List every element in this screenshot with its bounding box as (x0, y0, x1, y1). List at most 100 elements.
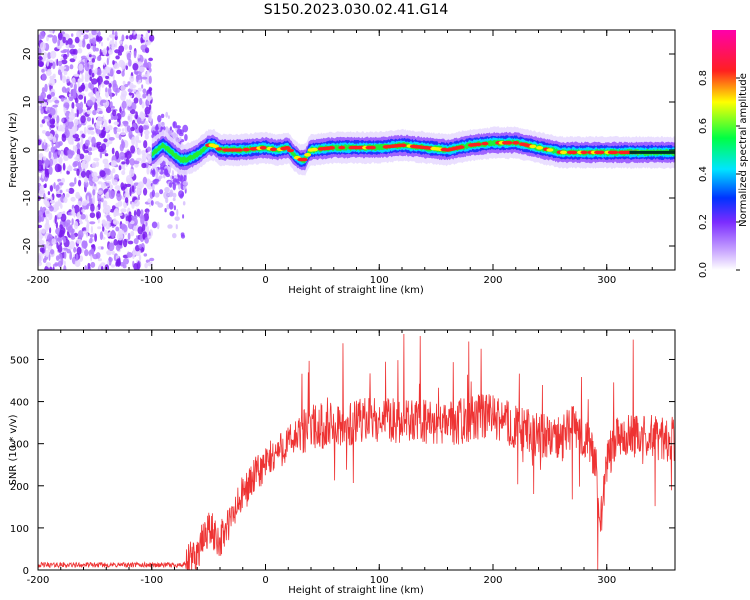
spectrogram-plot-area (38, 30, 675, 270)
noise-speckle (98, 110, 103, 115)
noise-speckle (133, 238, 139, 245)
noise-speckle (169, 182, 173, 188)
noise-speckle (49, 206, 54, 212)
noise-speckle (137, 54, 140, 59)
noise-speckle (160, 165, 164, 170)
noise-speckle (49, 200, 56, 204)
noise-speckle (45, 262, 51, 267)
noise-speckle (140, 209, 144, 216)
noise-speckle (141, 76, 148, 80)
ridge-peak (512, 141, 520, 145)
noise-speckle (120, 93, 126, 101)
noise-speckle (56, 192, 62, 198)
noise-speckle (113, 127, 118, 135)
noise-speckle (91, 78, 98, 85)
noise-speckle (123, 83, 129, 88)
noise-speckle (86, 220, 90, 229)
noise-speckle (126, 52, 131, 61)
noise-speckle (102, 48, 108, 56)
noise-speckle (96, 116, 103, 125)
noise-speckle (41, 119, 46, 124)
noise-speckle (160, 121, 165, 128)
noise-speckle (100, 42, 104, 47)
noise-speckle (60, 213, 67, 222)
snr-y-tick-label: 200 (10, 482, 29, 493)
noise-speckle (66, 170, 70, 175)
noise-speckle (95, 129, 102, 135)
noise-speckle (182, 180, 189, 186)
noise-speckle (50, 249, 55, 255)
noise-speckle (68, 164, 71, 172)
noise-speckle (102, 115, 105, 122)
noise-speckle (86, 99, 94, 107)
noise-speckle (146, 167, 150, 175)
noise-speckle (135, 140, 138, 150)
noise-speckle (47, 68, 52, 72)
noise-speckle (75, 253, 79, 262)
colorbar-label: Normalized spectral amplitude (738, 73, 749, 227)
noise-speckle (132, 215, 138, 220)
noise-speckle (135, 116, 138, 120)
noise-speckle (124, 44, 128, 50)
noise-speckle (157, 120, 162, 129)
noise-speckle (38, 164, 44, 172)
noise-speckle (172, 197, 176, 202)
noise-speckle (115, 87, 118, 96)
noise-speckle (76, 238, 82, 244)
noise-speckle (73, 246, 77, 253)
noise-speckle (38, 261, 43, 267)
noise-speckle (113, 63, 120, 69)
noise-speckle (110, 170, 113, 179)
noise-speckle (138, 66, 145, 72)
noise-speckle (179, 132, 184, 137)
noise-speckle (172, 182, 176, 191)
noise-speckle (167, 115, 170, 119)
noise-speckle (57, 60, 63, 67)
noise-speckle (131, 185, 135, 193)
noise-speckle (107, 125, 113, 131)
noise-speckle (131, 251, 135, 259)
noise-speckle (38, 241, 43, 249)
noise-speckle (113, 239, 118, 246)
noise-speckle (132, 88, 137, 93)
noise-speckle (100, 99, 107, 103)
noise-speckle (54, 151, 58, 160)
noise-speckle (138, 254, 142, 261)
snr-y-tick-label: 500 (10, 355, 29, 366)
colorbar-tick-label: 0.2 (698, 214, 709, 230)
noise-speckle (38, 56, 43, 61)
noise-speckle (88, 127, 95, 131)
noise-speckle (101, 219, 106, 225)
noise-speckle (121, 161, 126, 165)
noise-speckle (138, 244, 142, 249)
noise-speckle (128, 44, 133, 51)
noise-speckle (144, 237, 149, 244)
noise-speckle (88, 68, 92, 76)
noise-speckle (142, 88, 147, 94)
noise-speckle (121, 186, 126, 191)
ridge-peak (546, 148, 554, 152)
noise-speckle (119, 40, 123, 44)
noise-speckle (91, 117, 94, 125)
noise-speckle (98, 266, 101, 270)
noise-speckle (60, 50, 67, 54)
ridge-peak (283, 146, 291, 150)
noise-speckle (95, 206, 99, 212)
noise-speckle (115, 133, 120, 139)
noise-speckle (44, 168, 49, 178)
snr-x-tick-label: -100 (140, 575, 163, 586)
noise-speckle (158, 169, 161, 173)
noise-speckle (110, 229, 116, 239)
noise-speckle (129, 82, 134, 90)
noise-speckle (122, 80, 126, 85)
noise-speckle (136, 74, 139, 83)
noise-speckle (46, 94, 52, 100)
noise-speckle (44, 83, 48, 93)
noise-speckle (73, 118, 79, 126)
noise-speckle (56, 115, 60, 124)
ridge-peak (580, 150, 588, 155)
noise-speckle (111, 176, 115, 185)
noise-speckle (97, 75, 103, 85)
noise-speckle (39, 31, 45, 39)
noise-speckle (90, 248, 95, 255)
